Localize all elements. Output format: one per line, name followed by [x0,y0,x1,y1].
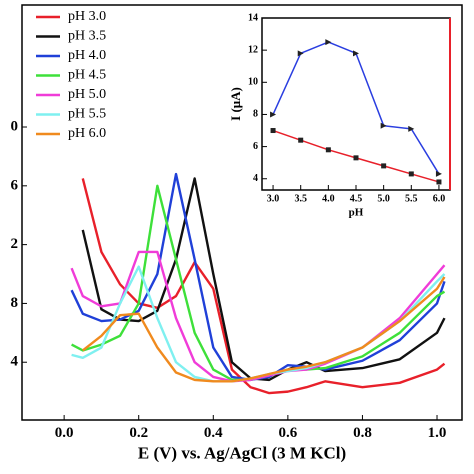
x-tick-label: 0.4 [204,425,223,441]
y-tick-label: 6 [253,141,258,152]
y-tick-label: 4 [11,354,19,370]
legend-label: pH 3.5 [68,29,106,44]
x-tick-label: 0.0 [55,425,74,441]
x-tick-label: 1.0 [428,425,447,441]
legend-label: pH 5.5 [68,107,106,122]
y-tick-label: 2 [11,236,19,252]
marker [381,163,387,169]
x-tick-label: 0.6 [278,425,297,441]
x-axis-label: pH [349,207,364,219]
marker [380,122,387,129]
marker [408,125,415,132]
legend-label: pH 5.0 [68,87,106,102]
marker [435,170,442,177]
legend-label: pH 3.0 [68,9,106,24]
y-axis-label: I (μA) [228,87,243,121]
x-tick-label: 6.0 [433,193,446,204]
series-line [70,172,446,382]
y-tick-label: 8 [11,295,19,311]
legend-label: pH 4.5 [68,68,106,83]
y-tick-label: 10 [248,77,258,88]
x-tick-label: 0.2 [129,425,148,441]
marker [297,50,304,57]
x-axis-label: E (V) vs. Ag/AgCl (3 M KCl) [138,443,346,462]
marker [353,50,359,57]
plot-frame [261,17,451,191]
x-tick-label: 4.0 [322,193,335,204]
marker [408,171,414,177]
series-line [71,184,446,382]
y-tick-label: 14 [248,12,258,23]
y-tick-label: 4 [253,173,258,184]
marker [325,147,331,153]
marker [298,137,304,143]
y-tick-label: 6 [11,177,19,193]
x-tick-label: 5.0 [377,193,390,204]
x-tick-label: 0.8 [353,425,372,441]
marker [436,179,442,185]
legend-label: pH 4.0 [68,48,106,63]
legend-label: pH 6.0 [68,126,106,141]
x-tick-label: 3.5 [294,193,307,204]
marker [270,111,277,118]
y-tick-label: 8 [253,109,258,120]
marker [270,128,276,134]
y-tick-label: 12 [248,44,258,55]
marker [325,39,332,46]
x-tick-label: 3.0 [267,193,280,204]
x-tick-label: 5.5 [405,193,418,204]
marker [353,155,359,161]
series-line [82,276,446,383]
y-tick-label: 0 [11,118,19,134]
x-tick-label: 4.5 [350,193,363,204]
series-line [81,177,446,382]
